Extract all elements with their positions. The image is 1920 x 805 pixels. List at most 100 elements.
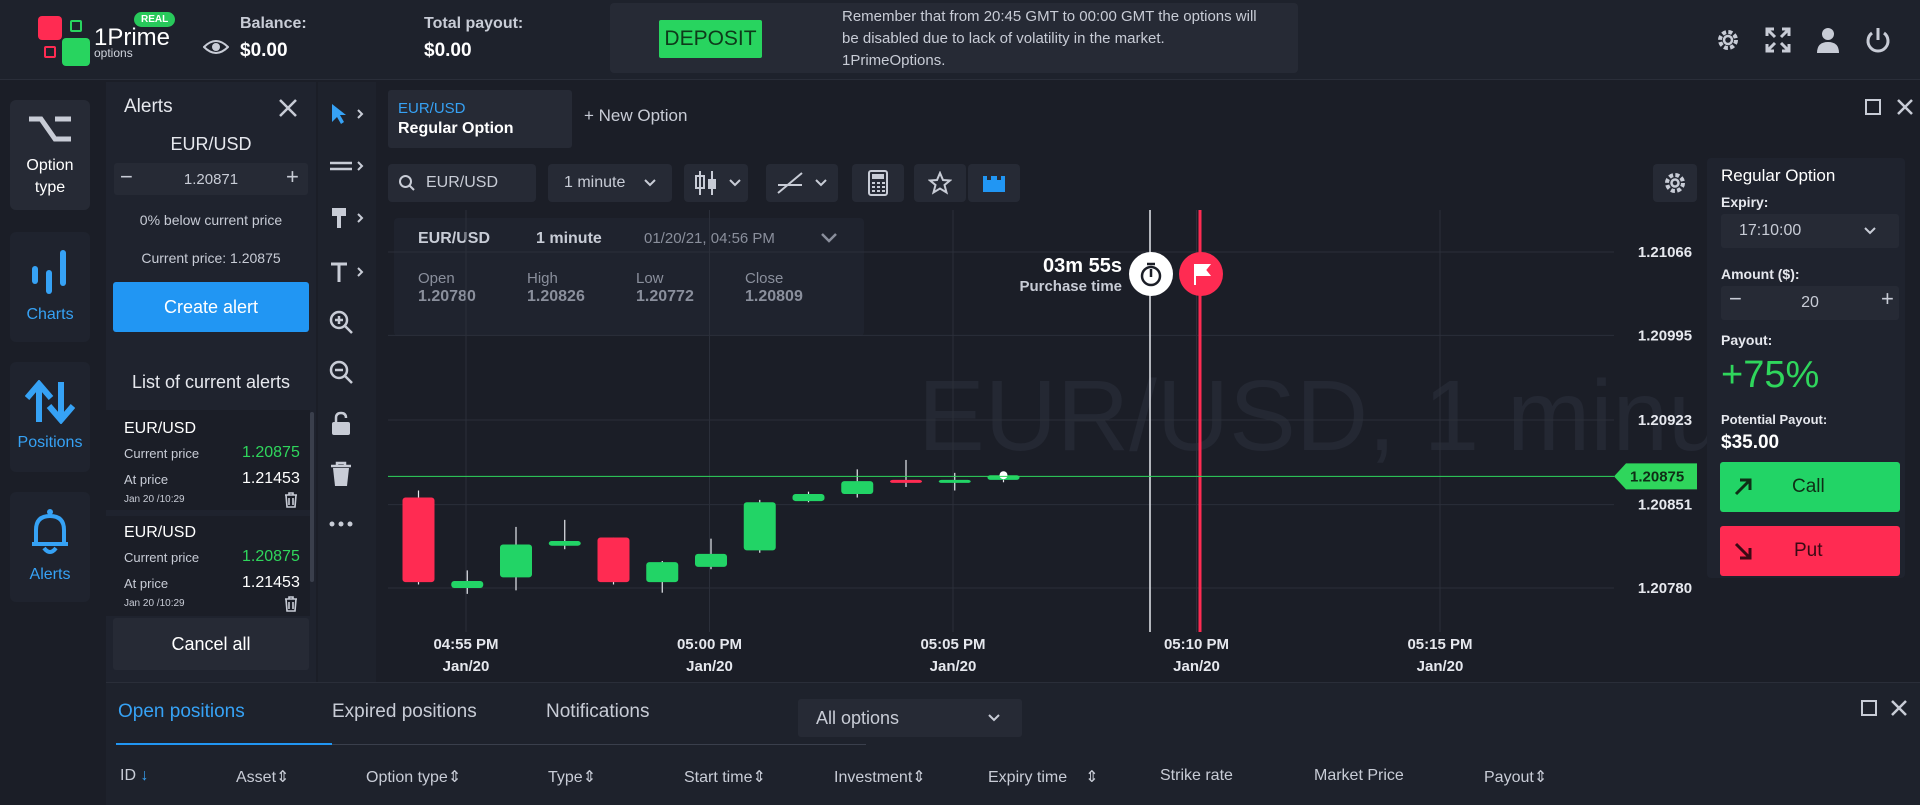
interval-select[interactable]: 1 minute [548, 164, 672, 202]
alert-item-current-value: 1.20875 [242, 444, 300, 461]
chart-type-select[interactable] [684, 164, 748, 202]
logo-square-red [38, 16, 62, 40]
column-expiry-time[interactable]: Expiry time ⇕ [988, 767, 1099, 787]
alert-current-price: Current price: 1.20875 [141, 250, 281, 266]
text-icon [331, 262, 364, 282]
total-payout-label: Total payout: [424, 15, 524, 32]
alerts-scrollbar[interactable] [310, 412, 314, 582]
lock-tool[interactable] [328, 406, 368, 442]
nav-item-option-type[interactable]: Option type [10, 100, 90, 210]
calculator-button[interactable] [852, 164, 904, 202]
x-tick-date: Jan/20 [443, 658, 490, 675]
increment-icon[interactable]: + [286, 164, 299, 189]
delete-tool[interactable] [328, 456, 368, 492]
y-tick-label: 1.20995 [1638, 327, 1692, 344]
column-start-time[interactable]: Start time⇕ [684, 767, 766, 787]
current-price-label: 1.20875 [1630, 468, 1684, 485]
trash-icon[interactable] [284, 492, 298, 508]
create-alert-button[interactable]: Create alert [113, 282, 309, 332]
sort-icon: ⇕ [1533, 769, 1548, 786]
alert-price-value[interactable]: 1.20871 [183, 171, 239, 188]
column-investment[interactable]: Investment⇕ [834, 767, 926, 787]
drawing-tools [318, 82, 376, 682]
cancel-all-button[interactable]: Cancel all [113, 618, 309, 670]
tournament-button[interactable] [968, 164, 1020, 202]
asset-search[interactable]: EUR/USD [388, 164, 536, 202]
sort-down-icon: ↓ [136, 767, 149, 784]
eye-icon[interactable] [203, 38, 229, 56]
user-icon[interactable] [1814, 26, 1842, 54]
alert-below-text: 0% below current price [139, 212, 283, 228]
purchase-timer: 03m 55s [1043, 255, 1122, 277]
column-asset[interactable]: Asset⇕ [236, 767, 289, 787]
favorite-button[interactable] [914, 164, 966, 202]
alert-price-stepper[interactable] [114, 163, 308, 195]
chevron-down-icon [729, 179, 741, 187]
power-icon[interactable] [1864, 26, 1892, 54]
column-label: Start time [684, 769, 753, 786]
fullscreen-icon[interactable] [1764, 26, 1792, 54]
options-filter-value: All options [816, 707, 900, 728]
horizontal-lines-icon [330, 161, 364, 171]
zoom-out-tool[interactable] [328, 354, 368, 390]
tab-notifications[interactable]: Notifications [546, 701, 650, 722]
tab-eur-usd-regular[interactable]: EUR/USD Regular Option [388, 90, 572, 148]
increment-icon[interactable]: + [1881, 286, 1894, 311]
trash-icon[interactable] [284, 596, 298, 612]
candle-body [451, 580, 484, 588]
put-button[interactable]: Put [1720, 526, 1900, 576]
column-payout[interactable]: Payout⇕ [1484, 767, 1547, 787]
x-tick-time: 05:15 PM [1407, 636, 1472, 653]
candle-body [695, 553, 727, 567]
new-option-tab[interactable]: + New Option [584, 106, 688, 125]
decrement-icon[interactable]: − [1729, 286, 1742, 311]
brush-tool[interactable] [328, 200, 368, 236]
column-id[interactable]: ID ↓ [120, 767, 148, 785]
expiry-value: 17:10:00 [1739, 222, 1802, 239]
candle-body [597, 537, 630, 583]
gear-icon[interactable] [1714, 26, 1742, 54]
nav-item-alerts[interactable]: Alerts [10, 492, 90, 602]
column-type[interactable]: Type⇕ [548, 767, 596, 787]
maximize-icon[interactable] [1860, 699, 1878, 717]
tabs-divider [332, 744, 866, 745]
close-icon[interactable] [278, 98, 298, 118]
list-item: EUR/USD Current price 1.20875 At price 1… [106, 410, 310, 510]
nav-item-charts[interactable]: Charts [10, 232, 90, 342]
amount-value[interactable]: 20 [1801, 294, 1819, 311]
sort-icon: ⇕ [447, 769, 462, 786]
column-label: Asset [236, 769, 277, 786]
nav-item-positions[interactable]: Positions [10, 362, 90, 472]
column-option-type[interactable]: Option type⇕ [366, 767, 461, 787]
potential-payout-label: Potential Payout: [1721, 412, 1828, 427]
zoom-out-icon [329, 360, 353, 384]
candle-body [500, 544, 532, 578]
chart-settings-button[interactable] [1653, 164, 1697, 202]
list-item: EUR/USD Current price 1.20875 At price 1… [106, 516, 310, 616]
price-chart[interactable]: EUR/USD, 1 minute 03m 55s Purchase time … [376, 82, 1920, 682]
maximize-icon[interactable] [1864, 98, 1882, 116]
deposit-button[interactable]: DEPOSIT [659, 20, 762, 58]
lines-tool[interactable] [328, 148, 368, 184]
expiry-select[interactable]: 17:10:00 [1721, 214, 1899, 248]
column-strike-rate[interactable]: Strike rate [1160, 767, 1233, 785]
column-market-price[interactable]: Market Price [1314, 767, 1404, 785]
candle-body [743, 502, 776, 551]
cursor-tool[interactable] [328, 96, 368, 132]
more-tools[interactable] [328, 506, 368, 542]
text-tool[interactable] [328, 254, 368, 290]
amount-stepper[interactable] [1721, 286, 1899, 320]
call-button[interactable]: Call [1720, 462, 1900, 512]
indicators-select[interactable] [766, 164, 838, 202]
zoom-in-tool[interactable] [328, 304, 368, 340]
tab-open-positions[interactable]: Open positions [118, 701, 245, 722]
close-icon[interactable] [1890, 699, 1908, 717]
arrow-down-right-icon [1734, 542, 1752, 560]
tab-expired-positions[interactable]: Expired positions [332, 701, 477, 722]
chevron-down-icon[interactable] [820, 232, 838, 244]
x-tick-time: 05:00 PM [677, 636, 742, 653]
close-icon[interactable] [1896, 98, 1914, 116]
active-tab-indicator [116, 743, 332, 745]
options-filter-select[interactable]: All options [798, 699, 1022, 737]
decrement-icon[interactable]: − [120, 164, 133, 189]
